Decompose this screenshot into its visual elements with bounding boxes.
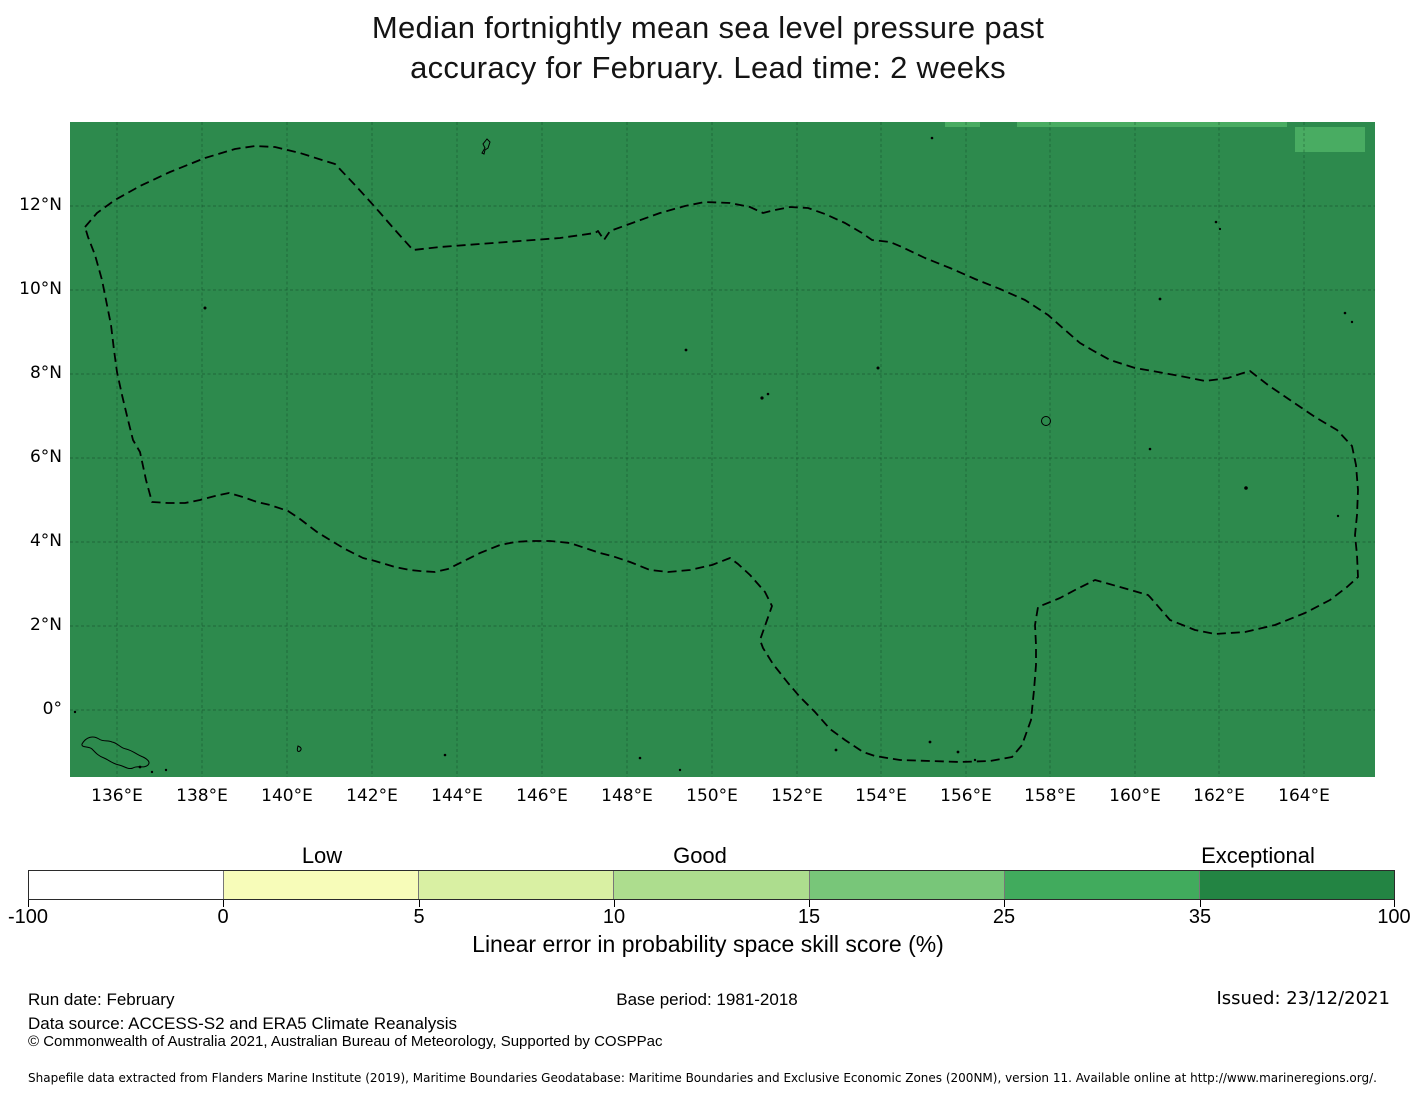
y-tick-12n: 12°N — [19, 195, 62, 215]
skill-patch — [1017, 122, 1287, 127]
colorbar-tick — [1200, 900, 1201, 907]
x-tick-142e: 142°E — [346, 786, 398, 806]
colorbar-tick — [809, 900, 810, 907]
x-tick-152e: 152°E — [771, 786, 823, 806]
colorbar-tick — [419, 900, 420, 907]
colorbar-tick — [614, 900, 615, 907]
y-tick-6n: 6°N — [29, 447, 62, 467]
colorbar-tick — [223, 900, 224, 907]
colorbar-label-good: Good — [673, 843, 727, 868]
colorbar-ticklabel-100: 100 — [1377, 906, 1411, 928]
x-tick-136e: 136°E — [91, 786, 143, 806]
graticule — [70, 122, 1375, 777]
y-tick-8n: 8°N — [29, 363, 62, 383]
pohnpei-island — [1041, 416, 1051, 426]
y-tick-2n: 2°N — [29, 615, 62, 635]
x-tick-164e: 164°E — [1278, 786, 1330, 806]
x-tick-138e: 138°E — [176, 786, 228, 806]
colorbar-segment — [1004, 871, 1200, 899]
y-tick-0: 0° — [42, 699, 62, 719]
colorbar-segment — [29, 871, 225, 899]
y-tick-10n: 10°N — [19, 279, 62, 299]
shapefile-attribution-text: Shapefile data extracted from Flanders M… — [28, 1071, 1377, 1085]
title-line-1: Median fortnightly mean sea level pressu… — [371, 10, 1045, 45]
skill-patch — [945, 122, 980, 127]
x-tick-150e: 150°E — [686, 786, 738, 806]
colorbar-segment — [1199, 871, 1394, 899]
colorbar-ticklabel-10: 10 — [602, 906, 626, 928]
x-tick-158e: 158°E — [1024, 786, 1076, 806]
colorbar-segment — [224, 871, 420, 899]
colorbar-segment — [614, 871, 810, 899]
copyright-text: © Commonwealth of Australia 2021, Austra… — [28, 1033, 663, 1050]
colorbar-axis-label: Linear error in probability space skill … — [472, 931, 944, 957]
colorbar-ticklabel-15: 15 — [797, 906, 821, 928]
skill-patch — [1295, 127, 1365, 152]
colorbar-label-low: Low — [301, 843, 343, 868]
x-tick-156e: 156°E — [940, 786, 992, 806]
colorbar-ticklabel-5: 5 — [413, 906, 425, 928]
colorbar-ticklabel-25: 25 — [992, 906, 1016, 928]
colorbar-tick — [1394, 900, 1395, 907]
x-tick-148e: 148°E — [601, 786, 653, 806]
title-line-2: accuracy for February. Lead time: 2 week… — [410, 50, 1006, 85]
x-tick-140e: 140°E — [261, 786, 313, 806]
colorbar — [28, 870, 1395, 900]
data-source-text: Data source: ACCESS-S2 and ERA5 Climate … — [28, 1014, 457, 1033]
y-tick-4n: 4°N — [29, 531, 62, 551]
issued-date-text: Issued: 23/12/2021 — [1216, 988, 1390, 1009]
island-outlines — [81, 138, 1051, 770]
colorbar-label-exceptional: Exceptional — [1201, 843, 1315, 868]
eez-boundary-dashed — [84, 145, 1359, 763]
colorbar-ticklabel-0: 0 — [217, 906, 229, 928]
colorbar-segment — [809, 871, 1005, 899]
guam-island — [481, 138, 491, 155]
x-tick-146e: 146°E — [516, 786, 568, 806]
map-canvas — [70, 122, 1375, 777]
base-period-text: Base period: 1981-2018 — [616, 990, 798, 1009]
run-date-text: Run date: February — [28, 990, 175, 1009]
colorbar-segment — [419, 871, 615, 899]
page-title: Median fortnightly mean sea level pressu… — [0, 8, 1416, 88]
png-island — [81, 736, 150, 770]
map-panel — [70, 122, 1375, 777]
x-tick-162e: 162°E — [1193, 786, 1245, 806]
x-tick-154e: 154°E — [855, 786, 907, 806]
skill-patch-group — [945, 122, 1365, 152]
colorbar-ticklabel-n100: -100 — [7, 906, 49, 928]
island-specks — [73, 136, 1354, 774]
colorbar-tick — [28, 900, 29, 907]
island-squiggle — [296, 745, 302, 752]
colorbar-ticklabel-35: 35 — [1188, 906, 1212, 928]
colorbar-tick — [1004, 900, 1005, 907]
x-tick-160e: 160°E — [1109, 786, 1161, 806]
x-tick-144e: 144°E — [431, 786, 483, 806]
